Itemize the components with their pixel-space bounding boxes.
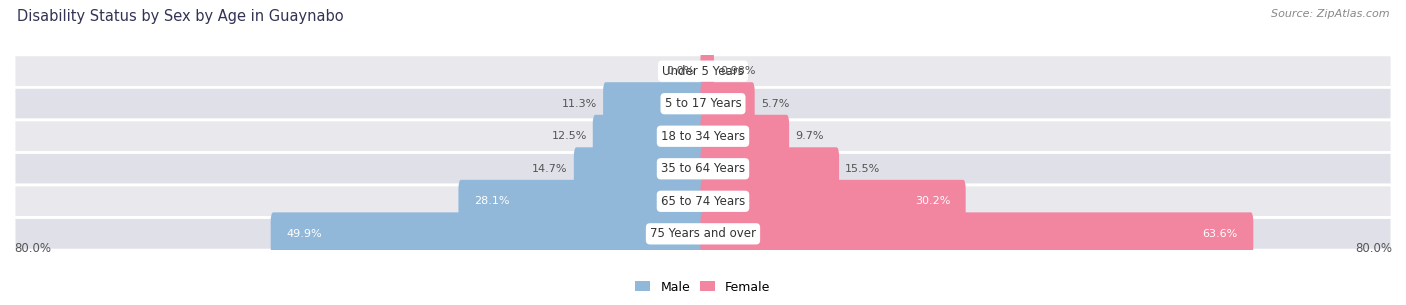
Text: 65 to 74 Years: 65 to 74 Years: [661, 195, 745, 208]
Text: Under 5 Years: Under 5 Years: [662, 65, 744, 78]
Legend: Male, Female: Male, Female: [630, 275, 776, 299]
FancyBboxPatch shape: [14, 152, 1392, 185]
FancyBboxPatch shape: [14, 185, 1392, 217]
FancyBboxPatch shape: [700, 147, 839, 190]
FancyBboxPatch shape: [700, 50, 714, 93]
Text: 9.7%: 9.7%: [796, 131, 824, 141]
Text: 18 to 34 Years: 18 to 34 Years: [661, 130, 745, 143]
FancyBboxPatch shape: [593, 115, 706, 158]
FancyBboxPatch shape: [700, 115, 789, 158]
FancyBboxPatch shape: [700, 180, 966, 223]
Text: 15.5%: 15.5%: [845, 164, 880, 174]
FancyBboxPatch shape: [700, 82, 755, 125]
Text: 63.6%: 63.6%: [1202, 229, 1237, 239]
Text: 0.0%: 0.0%: [666, 66, 695, 76]
Text: Source: ZipAtlas.com: Source: ZipAtlas.com: [1271, 9, 1389, 19]
Text: Disability Status by Sex by Age in Guaynabo: Disability Status by Sex by Age in Guayn…: [17, 9, 343, 24]
Text: 35 to 64 Years: 35 to 64 Years: [661, 162, 745, 175]
Text: 80.0%: 80.0%: [1355, 242, 1392, 255]
FancyBboxPatch shape: [14, 55, 1392, 88]
Text: 49.9%: 49.9%: [287, 229, 322, 239]
Text: 14.7%: 14.7%: [533, 164, 568, 174]
FancyBboxPatch shape: [271, 212, 706, 255]
FancyBboxPatch shape: [603, 82, 706, 125]
FancyBboxPatch shape: [700, 212, 1253, 255]
Text: 5 to 17 Years: 5 to 17 Years: [665, 97, 741, 110]
FancyBboxPatch shape: [14, 217, 1392, 250]
Text: 30.2%: 30.2%: [915, 196, 950, 206]
FancyBboxPatch shape: [14, 120, 1392, 152]
Text: 5.7%: 5.7%: [761, 99, 789, 109]
FancyBboxPatch shape: [14, 88, 1392, 120]
FancyBboxPatch shape: [458, 180, 706, 223]
Text: 75 Years and over: 75 Years and over: [650, 227, 756, 240]
FancyBboxPatch shape: [574, 147, 706, 190]
Text: 28.1%: 28.1%: [474, 196, 509, 206]
Text: 80.0%: 80.0%: [14, 242, 51, 255]
Text: 11.3%: 11.3%: [562, 99, 598, 109]
Text: 0.98%: 0.98%: [720, 66, 755, 76]
Text: 12.5%: 12.5%: [551, 131, 586, 141]
